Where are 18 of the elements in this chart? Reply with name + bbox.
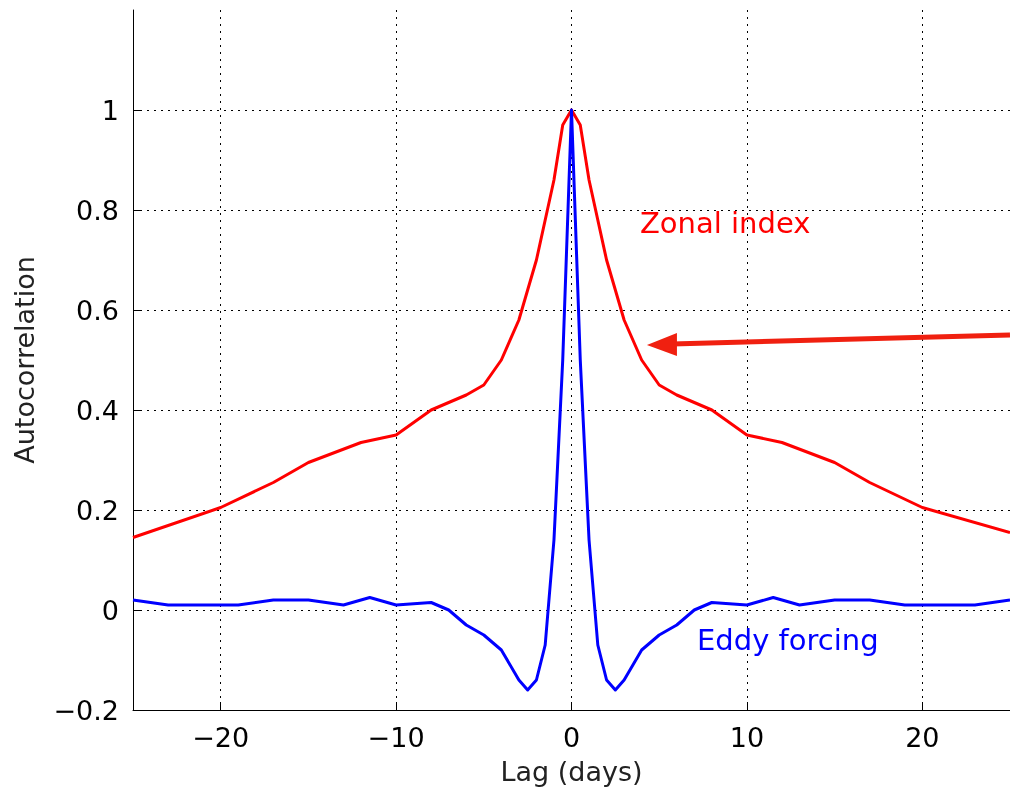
x-axis-title: Lag (days) <box>500 756 643 787</box>
x-tick-label: −20 <box>192 722 250 753</box>
series-label: Eddy forcing <box>697 622 879 657</box>
y-tick-label: 0.2 <box>76 494 119 526</box>
x-tick-label: 20 <box>905 722 940 753</box>
y-tick-label: 1 <box>101 94 119 126</box>
y-tick-label: 0.8 <box>76 194 119 226</box>
x-tick-label: −10 <box>367 722 425 753</box>
y-tick-label: −0.2 <box>53 694 119 726</box>
line-series <box>131 108 1010 692</box>
y-tick-label: 0.6 <box>76 294 119 326</box>
x-tick-label: 10 <box>729 722 765 753</box>
x-tick-label: 0 <box>562 722 581 753</box>
y-axis-title: Autocorrelation <box>9 256 40 464</box>
line-series <box>131 108 1010 539</box>
y-tick-label: 0.4 <box>76 394 119 426</box>
y-tick-label: 0 <box>101 594 119 626</box>
series-label: Zonal index <box>640 205 811 240</box>
